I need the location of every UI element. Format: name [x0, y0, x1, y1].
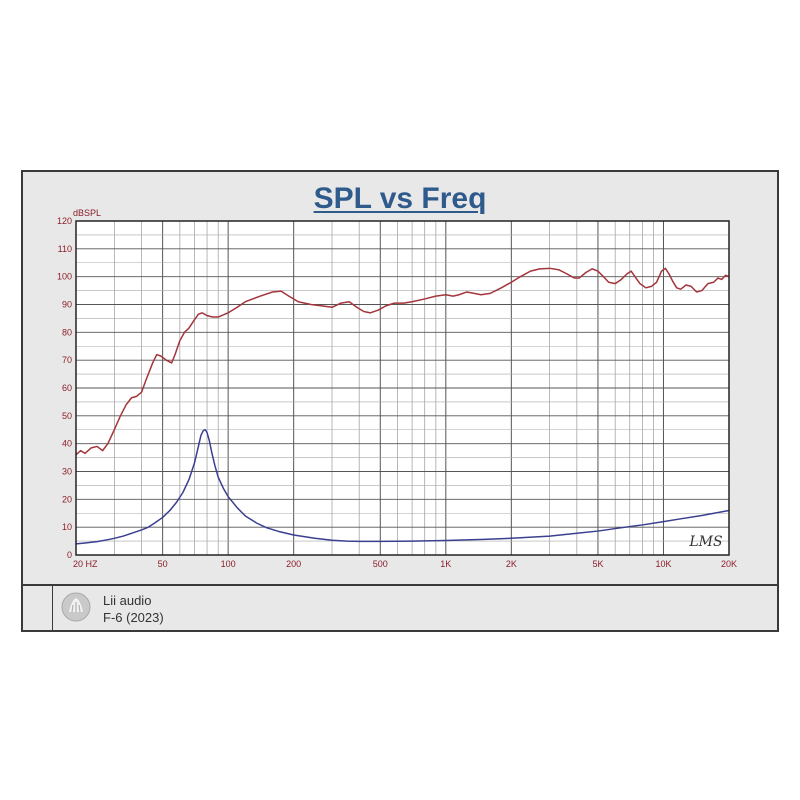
y-tick-label: 70: [62, 355, 72, 365]
grid-lines: [76, 221, 729, 555]
x-tick-label: 10K: [655, 559, 671, 569]
lii-audio-logo-icon: [61, 592, 91, 622]
x-tick-labels: 20 HZ 50 100 200 500 1K 2K 5K 10K 20K: [73, 559, 737, 569]
x-tick-label: 20 HZ: [73, 559, 98, 569]
lms-watermark: LMS: [688, 534, 722, 550]
footer-vertical-line: [52, 586, 53, 630]
chart-frame: SPL vs Freq 0 10 20 30 40 50 60 70 80 90 100 110 120…: [21, 170, 779, 632]
y-tick-label: 30: [62, 467, 72, 477]
x-tick-label: 100: [221, 559, 236, 569]
series-line-2: [75, 429, 730, 545]
y-tick-label: 50: [62, 411, 72, 421]
chart-title: SPL vs Freq: [313, 182, 487, 215]
y-tick-label: 80: [62, 327, 72, 337]
y-tick-label: 110: [58, 244, 72, 254]
x-tick-label: 5K: [592, 559, 603, 569]
y-tick-label: 40: [62, 439, 72, 449]
x-tick-label: 20K: [721, 559, 737, 569]
y-axis-label: dBSPL: [73, 208, 101, 218]
y-tick-label: 20: [62, 494, 72, 504]
x-tick-label: 200: [286, 559, 301, 569]
x-tick-label: 50: [158, 559, 168, 569]
y-tick-label: 120: [57, 216, 72, 226]
y-tick-label: 0: [67, 550, 72, 560]
x-tick-label: 500: [373, 559, 388, 569]
plot-border: [75, 220, 730, 556]
x-tick-label: 1K: [440, 559, 451, 569]
footer-brand: Lii audio: [103, 593, 152, 608]
y-tick-label: 90: [62, 300, 72, 310]
series-line-1: [75, 267, 730, 456]
series-lines: [75, 267, 730, 545]
y-tick-label: 10: [62, 522, 72, 532]
footer-divider: [23, 584, 777, 586]
y-tick-label: 60: [62, 383, 72, 393]
x-tick-label: 2K: [506, 559, 517, 569]
y-tick-labels: 0 10 20 30 40 50 60 70 80 90 100 110 120: [57, 216, 72, 560]
y-tick-label: 100: [57, 272, 72, 282]
footer-model: F-6 (2023): [103, 610, 164, 625]
